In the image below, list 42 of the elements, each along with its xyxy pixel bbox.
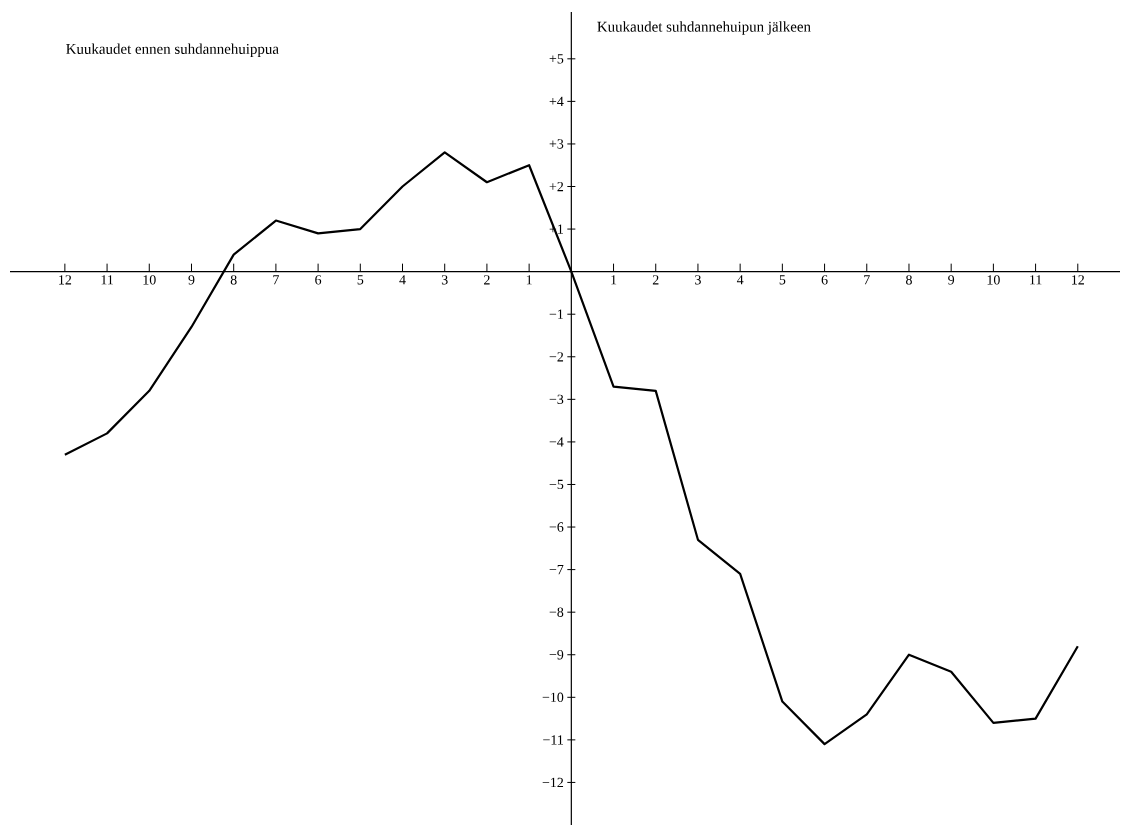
x-tick-label: 6 bbox=[315, 275, 322, 285]
y-tick-label: +4 bbox=[549, 96, 564, 106]
y-tick-label: −6 bbox=[549, 522, 564, 532]
y-tick-label: −2 bbox=[549, 352, 564, 362]
y-tick-label: −5 bbox=[549, 479, 564, 490]
x-tick-label: 8 bbox=[230, 275, 237, 285]
y-tick-label: −3 bbox=[549, 394, 564, 405]
x-tick-label: 7 bbox=[273, 275, 279, 285]
x-tick-label: 4 bbox=[399, 275, 406, 285]
x-tick-label: 10 bbox=[143, 275, 156, 285]
x-tick-label: 3 bbox=[441, 275, 448, 285]
y-tick-label: −8 bbox=[549, 607, 564, 617]
x-tick-label: 12 bbox=[59, 275, 72, 285]
x-tick-label: 5 bbox=[779, 275, 786, 285]
y-tick-label: −12 bbox=[542, 777, 564, 788]
x-tick-label: 1 bbox=[526, 275, 532, 285]
y-tick-label: −9 bbox=[549, 650, 564, 660]
x-tick-label: 11 bbox=[101, 275, 113, 285]
x-tick-label: 1 bbox=[611, 275, 617, 285]
x-tick-label: 10 bbox=[987, 275, 1000, 285]
y-tick-label: +3 bbox=[549, 139, 564, 149]
x-tick-label: 2 bbox=[484, 275, 490, 285]
y-tick-label: +5 bbox=[549, 54, 564, 64]
x-tick-label: 4 bbox=[736, 275, 744, 285]
x-tick-label: 7 bbox=[864, 275, 870, 285]
x-tick-label: 9 bbox=[188, 275, 195, 285]
y-tick-label: −4 bbox=[549, 437, 564, 447]
x-tick-label: 5 bbox=[357, 275, 364, 285]
x-tick-label: 2 bbox=[652, 275, 659, 285]
y-tick-label: −1 bbox=[549, 309, 563, 319]
y-tick-label: −7 bbox=[549, 565, 564, 575]
x-tick-label: 11 bbox=[1030, 275, 1042, 285]
x-tick-label: 9 bbox=[948, 275, 955, 285]
x-tick-label: 8 bbox=[906, 275, 912, 285]
x-tick-label: 3 bbox=[695, 275, 701, 285]
y-tick-label: +2 bbox=[549, 181, 564, 192]
annotation: Kuukaudet suhdannehuipun jälkeen bbox=[597, 21, 811, 35]
y-tick-label: −10 bbox=[542, 692, 564, 703]
y-tick-label: −11 bbox=[543, 735, 563, 745]
annotation: Kuukaudet ennen suhdannehuippua bbox=[66, 43, 279, 57]
x-tick-label: 12 bbox=[1072, 275, 1084, 285]
x-tick-label: 6 bbox=[821, 275, 828, 285]
